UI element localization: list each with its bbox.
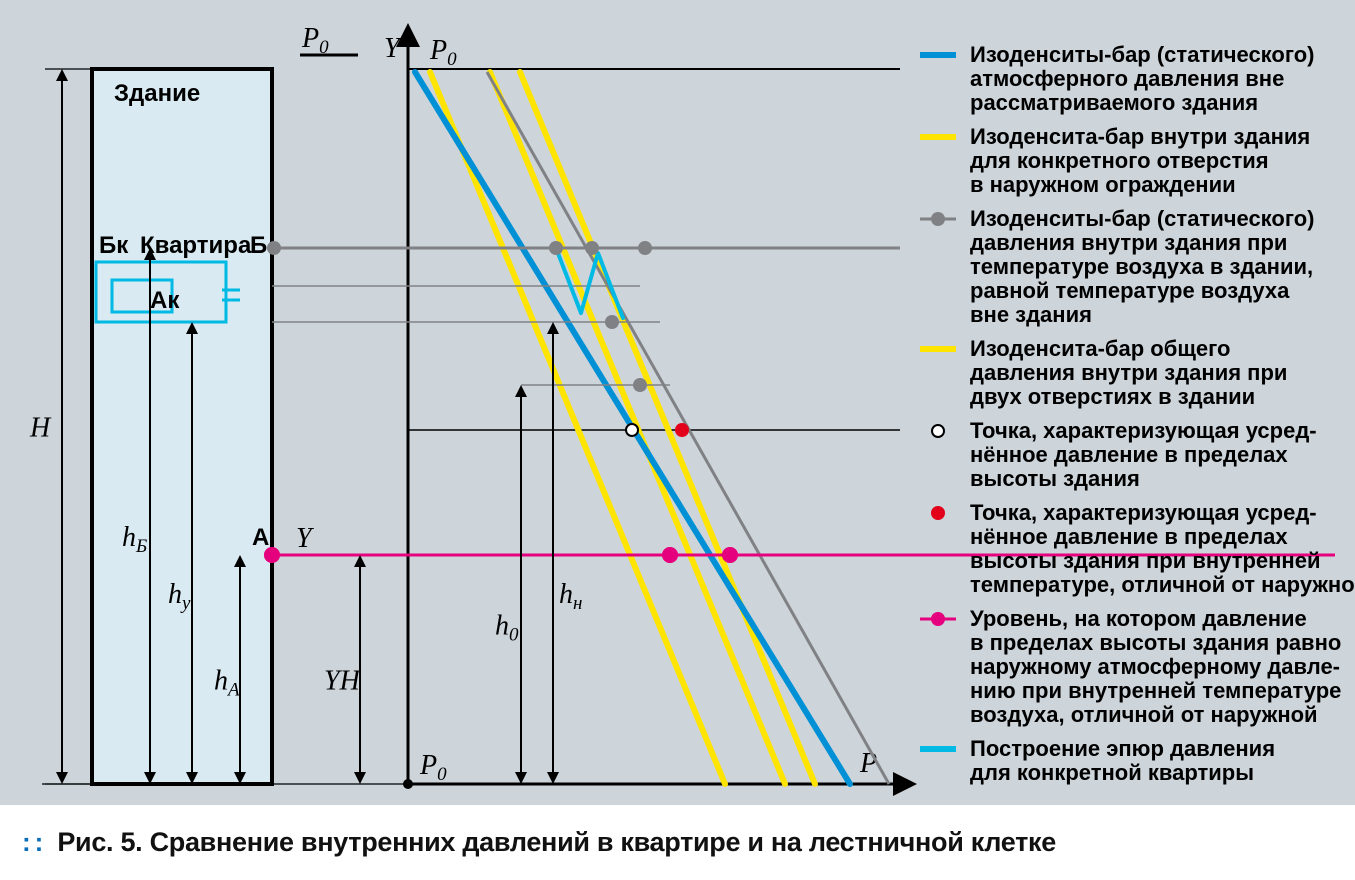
svg-text:температуре, отличной от наруж: температуре, отличной от наружной xyxy=(970,572,1355,597)
svg-text:Здание: Здание xyxy=(114,80,200,107)
svg-text:Квартира: Квартира xyxy=(140,232,252,259)
svg-text:для конкретной квартиры: для конкретной квартиры xyxy=(970,760,1254,785)
svg-text:равной температуре воздуха: равной температуре воздуха xyxy=(970,278,1290,303)
svg-text:атмосферного давления вне: атмосферного давления вне xyxy=(970,66,1284,91)
svg-text:Ак: Ак xyxy=(150,287,180,314)
svg-text:наружному атмосферному давле-: наружному атмосферному давле- xyxy=(970,654,1340,679)
svg-text:H: H xyxy=(29,413,52,444)
svg-text:давления внутри здания при: давления внутри здания при xyxy=(970,230,1287,255)
svg-text:нённое давление в пределах: нённое давление в пределах xyxy=(970,442,1288,467)
svg-text:Б: Б xyxy=(250,232,267,259)
svg-text:высоты здания при внутренней: высоты здания при внутренней xyxy=(970,548,1320,573)
svg-text:температуре воздуха в здании,: температуре воздуха в здании, xyxy=(970,254,1313,279)
svg-text:давления внутри здания при: давления внутри здания при xyxy=(970,360,1287,385)
caption-text: Рис. 5. Сравнение внутренних давлений в … xyxy=(57,827,1056,858)
diagram: ЗданиеБкКвартираБАкYP0P0P0PYАHhБhyhАYHh0… xyxy=(0,0,1355,805)
svg-text:в наружном ограждении: в наружном ограждении xyxy=(970,172,1236,197)
svg-text:Изоденсита-бар внутри здания: Изоденсита-бар внутри здания xyxy=(970,124,1310,149)
caption-marker-icon: :: xyxy=(22,827,47,858)
figure-caption: :: Рис. 5. Сравнение внутренних давлений… xyxy=(0,805,1355,880)
svg-text:Изоденситы-бар (статического): Изоденситы-бар (статического) xyxy=(970,206,1314,231)
svg-text:Построение эпюр давления: Построение эпюр давления xyxy=(970,736,1275,761)
svg-text:нию при внутренней температуре: нию при внутренней температуре xyxy=(970,678,1341,703)
svg-text:высоты здания: высоты здания xyxy=(970,466,1140,491)
svg-text:рассматриваемого здания: рассматриваемого здания xyxy=(970,90,1258,115)
svg-text:воздуха, отличной от наружной: воздуха, отличной от наружной xyxy=(970,702,1318,727)
svg-text:двух отверстиях в здании: двух отверстиях в здании xyxy=(970,384,1255,409)
svg-text:P: P xyxy=(859,748,877,779)
svg-text:Точка, характеризующая усред-: Точка, характеризующая усред- xyxy=(970,500,1317,525)
svg-text:вне здания: вне здания xyxy=(970,302,1092,327)
svg-text:нённое давление в пределах: нённое давление в пределах xyxy=(970,524,1288,549)
svg-text:Уровень, на котором давление: Уровень, на котором давление xyxy=(970,606,1307,631)
svg-text:Точка, характеризующая усред-: Точка, характеризующая усред- xyxy=(970,418,1317,443)
svg-text:в пределах высоты здания равно: в пределах высоты здания равно xyxy=(970,630,1341,655)
svg-text:А: А xyxy=(252,524,269,551)
svg-text:YH: YH xyxy=(324,666,362,697)
svg-text:Изоденсита-бар общего: Изоденсита-бар общего xyxy=(970,336,1230,361)
svg-text:Бк: Бк xyxy=(99,232,129,259)
svg-text:для конкретного отверстия: для конкретного отверстия xyxy=(970,148,1269,173)
svg-text:Изоденситы-бар (статического): Изоденситы-бар (статического) xyxy=(970,42,1314,67)
